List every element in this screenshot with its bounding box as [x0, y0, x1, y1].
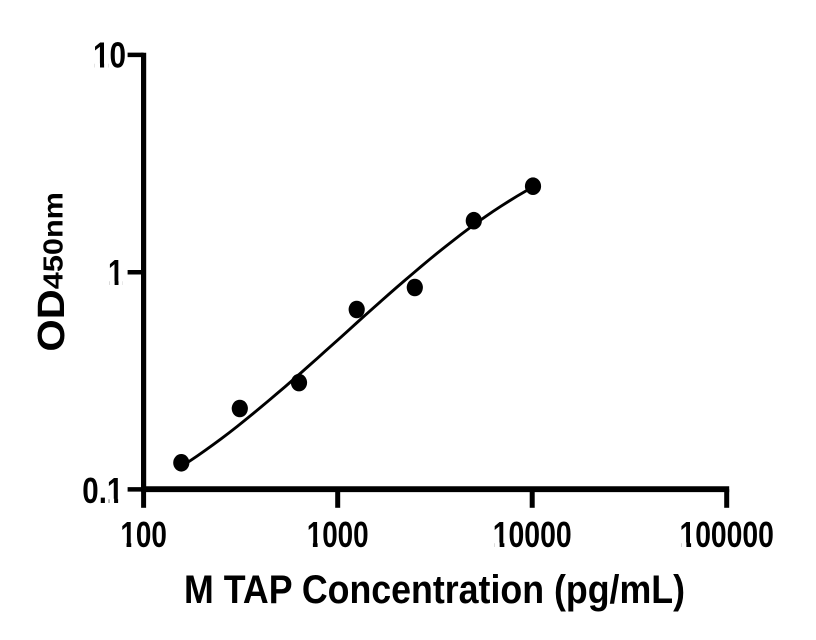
svg-text:10000: 10000: [493, 514, 572, 555]
svg-text:100: 100: [120, 514, 167, 555]
svg-text:1: 1: [108, 252, 124, 293]
svg-text:0.1: 0.1: [82, 470, 123, 511]
svg-text:M TAP Concentration (pg/mL): M TAP Concentration (pg/mL): [184, 568, 685, 612]
svg-text:10: 10: [93, 35, 126, 76]
svg-text:100000: 100000: [679, 514, 774, 555]
svg-text:OD450nm: OD450nm: [31, 192, 73, 352]
svg-text:1000: 1000: [307, 514, 369, 555]
